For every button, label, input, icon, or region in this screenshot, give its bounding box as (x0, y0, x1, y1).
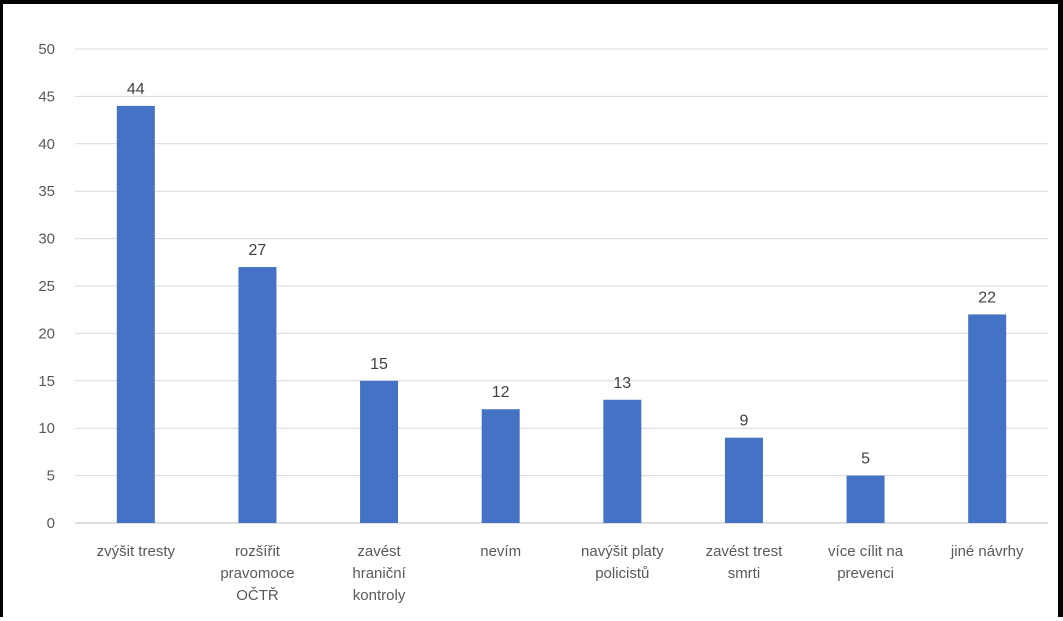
x-tick-label: jiné návrhy (950, 543, 1024, 560)
y-tick-label: 15 (38, 373, 55, 390)
data-label: 44 (127, 81, 145, 98)
bar (360, 380, 399, 523)
data-label: 9 (739, 413, 748, 430)
y-tick-label: 5 (47, 468, 55, 485)
y-tick-label: 10 (38, 420, 55, 437)
y-tick-label: 20 (38, 325, 55, 342)
x-tick-label: zavést trest smrti (706, 543, 784, 582)
bar (603, 399, 642, 523)
y-tick-label: 40 (38, 136, 55, 153)
x-tick-label: více cílit na prevenci (828, 543, 904, 582)
bar (116, 105, 155, 523)
y-tick-label: 30 (38, 231, 55, 248)
data-label: 5 (861, 451, 870, 468)
y-tick-label: 25 (38, 278, 55, 295)
data-label: 27 (249, 242, 267, 259)
data-label: 15 (370, 356, 388, 373)
bar (846, 475, 885, 523)
y-tick-label: 50 (38, 41, 55, 58)
bar (481, 409, 520, 523)
y-tick-label: 0 (47, 515, 55, 532)
x-tick-label: zvýšit tresty (97, 543, 176, 560)
bar (238, 267, 277, 523)
data-label: 22 (978, 289, 996, 306)
bar (724, 437, 763, 523)
bar-chart: 0 5 10 15 20 25 30 35 40 45 50 44 zvýšit tresty 27 roz… (38, 41, 1048, 604)
x-tick-label: navýšit platy policistů (581, 543, 664, 582)
x-tick-label: nevím (480, 543, 521, 560)
x-tick-label: zavést hraniční kontroly (352, 543, 406, 604)
data-label: 12 (492, 384, 510, 401)
bar (968, 314, 1007, 523)
y-tick-label: 35 (38, 183, 55, 200)
x-tick-label: rozšířit pravomoce OČTŘ (220, 543, 294, 604)
y-tick-label: 45 (38, 88, 55, 105)
data-label: 13 (613, 375, 631, 392)
